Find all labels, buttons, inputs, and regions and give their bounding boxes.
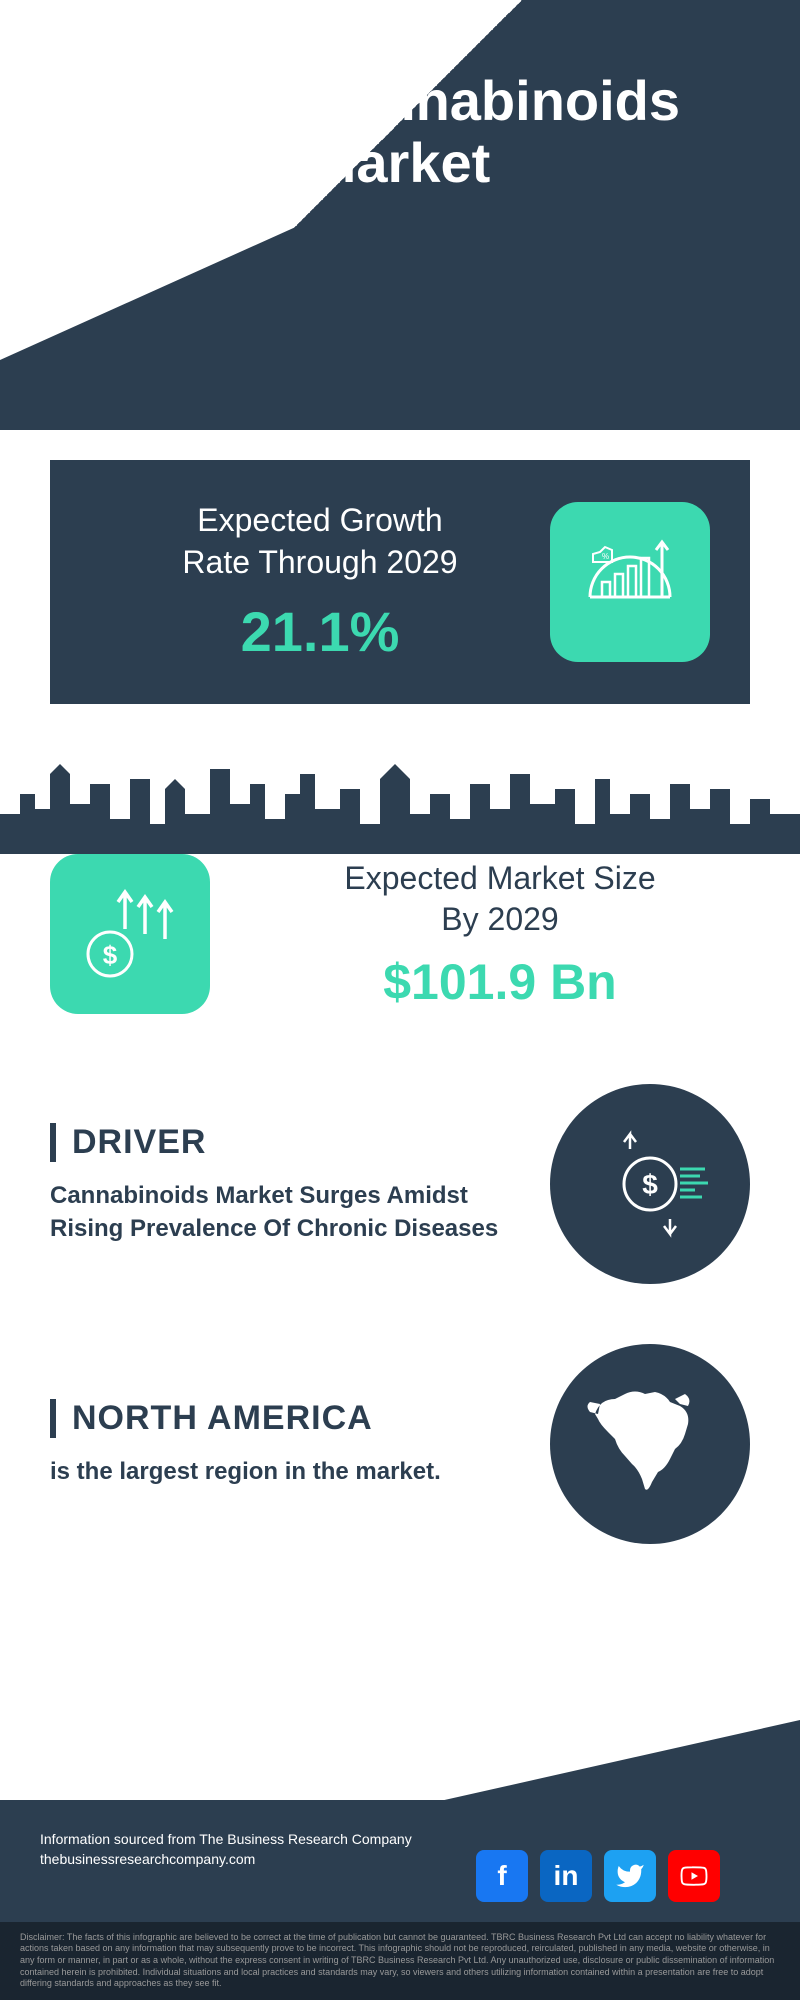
svg-text:$: $ — [103, 940, 118, 970]
svg-text:$: $ — [642, 1169, 658, 1200]
svg-text:%: % — [602, 552, 609, 561]
youtube-icon[interactable] — [668, 1850, 720, 1902]
growth-value: 21.1% — [90, 599, 550, 664]
dollar-growth-icon: $ — [50, 854, 210, 1014]
growth-chart-icon: % — [550, 502, 710, 662]
market-size-label: Expected Market Size By 2029 — [250, 858, 750, 941]
growth-rate-card: Expected Growth Rate Through 2029 21.1% … — [50, 460, 750, 704]
region-section: NORTH AMERICA is the largest region in t… — [0, 1314, 800, 1574]
skyline-decoration — [0, 734, 800, 854]
driver-desc: Cannabinoids Market Surges Amidst Rising… — [50, 1180, 520, 1245]
region-title: NORTH AMERICA — [50, 1399, 520, 1438]
dollar-transfer-icon: $ — [550, 1084, 750, 1284]
north-america-map-icon — [550, 1344, 750, 1544]
header-banner: Global Cannabinoids Market — [0, 0, 800, 430]
market-size-value: $101.9 Bn — [250, 953, 750, 1011]
growth-label: Expected Growth Rate Through 2029 — [90, 500, 550, 583]
disclaimer-text: Disclaimer: The facts of this infographi… — [0, 1922, 800, 2000]
market-size-card: $ Expected Market Size By 2029 $101.9 Bn — [0, 854, 800, 1054]
facebook-icon[interactable]: f — [476, 1850, 528, 1902]
twitter-icon[interactable] — [604, 1850, 656, 1902]
region-desc: is the largest region in the market. — [50, 1456, 520, 1488]
driver-title: DRIVER — [50, 1123, 520, 1162]
driver-section: DRIVER Cannabinoids Market Surges Amidst… — [0, 1054, 800, 1314]
page-title: Global Cannabinoids Market — [0, 70, 800, 193]
footer: Information sourced from The Business Re… — [0, 1720, 800, 2000]
linkedin-icon[interactable]: in — [540, 1850, 592, 1902]
